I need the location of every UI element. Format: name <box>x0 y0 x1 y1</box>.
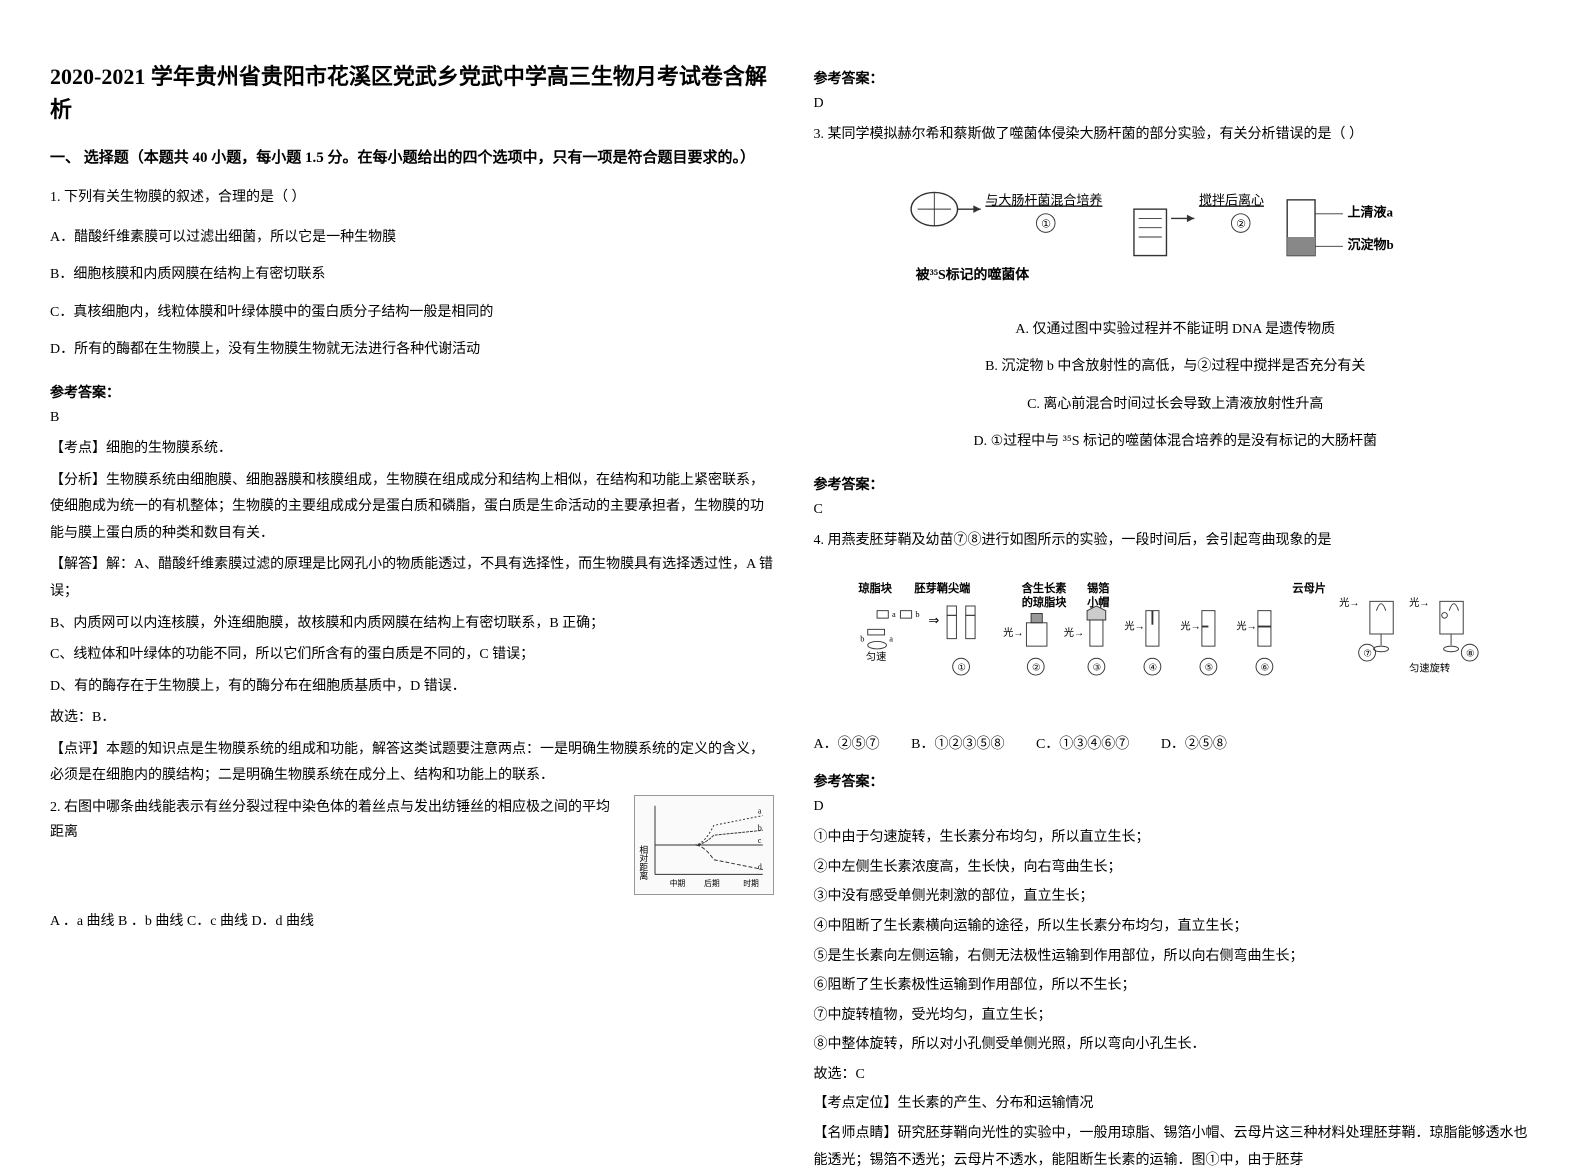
q3-option-a: A. 仅通过图中实验过程并不能证明 DNA 是遗传物质 <box>814 317 1538 342</box>
page-title: 2020-2021 学年贵州省贵阳市花溪区党武乡党武中学高三生物月考试卷含解析 <box>50 60 774 126</box>
svg-text:⑤: ⑤ <box>1204 664 1212 674</box>
q2-chart: 相对距离 a b c d 中期 后期 时期 <box>634 795 774 895</box>
q4-answer: D <box>814 799 1538 815</box>
q3-step1-label: 与大肠杆菌混合培养 <box>985 193 1102 208</box>
svg-text:⇒: ⇒ <box>928 613 939 628</box>
q4-answer-label: 参考答案： <box>814 771 1538 791</box>
q4-exp3: ③中没有感受单侧光刺激的部位，直立生长； <box>814 884 1538 911</box>
svg-text:b: b <box>915 610 919 619</box>
q3-answer-label: 参考答案： <box>814 474 1538 494</box>
svg-text:光→: 光→ <box>1124 619 1145 632</box>
q1-jieda-d: D、有的酶存在于生物膜上，有的酶分布在细胞质基质中，D 错误． <box>50 674 774 701</box>
q2-options: A ．a 曲线 B ．b 曲线 C．c 曲线 D．d 曲线 <box>50 910 774 930</box>
q1-jieda-a: 【解答】解：A、醋酸纤维素膜过滤的原理是比网孔小的物质能透过，不具有选择性，而生… <box>50 552 774 605</box>
svg-text:匀速: 匀速 <box>865 651 886 663</box>
svg-text:⑧: ⑧ <box>1466 650 1474 660</box>
svg-text:光→: 光→ <box>1409 596 1430 609</box>
svg-text:③: ③ <box>1092 664 1100 674</box>
q1-answer: B <box>50 410 774 426</box>
svg-text:云母片: 云母片 <box>1292 581 1326 595</box>
svg-text:c: c <box>757 836 761 845</box>
svg-text:b: b <box>757 823 761 832</box>
q3-output2-label: 沉淀物b <box>1347 237 1393 252</box>
q2-answer: D <box>814 96 1538 112</box>
q1-guxuan: 故选：B． <box>50 705 774 732</box>
q3-option-c: C. 离心前混合时间过长会导致上清液放射性升高 <box>814 392 1538 417</box>
q3-option-b: B. 沉淀物 b 中含放射性的高低，与②过程中搅拌是否充分有关 <box>814 354 1538 379</box>
svg-text:胚芽鞘尖端: 胚芽鞘尖端 <box>913 581 970 595</box>
svg-text:a: a <box>892 610 896 619</box>
q4-options: A．②⑤⑦ B．①②③⑤⑧ C．①③④⑥⑦ D．②⑤⑧ <box>814 733 1538 753</box>
question-4: 4. 用燕麦胚芽鞘及幼苗⑦⑧进行如图所示的实验，一段时间后，会引起弯曲现象的是 <box>814 528 1538 553</box>
q3-option-d: D. ①过程中与 ³⁵S 标记的噬菌体混合培养的是没有标记的大肠杆菌 <box>814 429 1538 454</box>
svg-text:含生长素: 含生长素 <box>1020 581 1066 595</box>
q4-diagram: 琼脂块 胚芽鞘尖端 含生长素 的琼脂块 锡箔 小帽 云母片 a b ⇒ b a … <box>814 578 1538 723</box>
svg-text:⑥: ⑥ <box>1260 664 1268 674</box>
q3-answer: C <box>814 502 1538 518</box>
svg-text:光→: 光→ <box>1063 626 1084 639</box>
svg-text:光→: 光→ <box>1339 596 1360 609</box>
svg-text:a: a <box>889 635 893 644</box>
svg-text:②: ② <box>1032 664 1040 674</box>
svg-text:中期: 中期 <box>669 878 685 888</box>
q4-exp7: ⑦中旋转植物，受光均匀，直立生长； <box>814 1003 1538 1030</box>
q4-option-a: A．②⑤⑦ <box>814 737 880 752</box>
svg-text:匀速旋转: 匀速旋转 <box>1409 661 1450 674</box>
q4-exp2: ②中左侧生长素浓度高，生长快，向右弯曲生长； <box>814 855 1538 882</box>
question-3: 3. 某同学模拟赫尔希和蔡斯做了噬菌体侵染大肠杆菌的部分实验，有关分析错误的是（… <box>814 122 1538 147</box>
svg-text:④: ④ <box>1148 664 1156 674</box>
svg-text:琼脂块: 琼脂块 <box>858 581 892 595</box>
q3-diagram: 与大肠杆菌混合培养 ① 搅拌后离心 ② 上清液a 沉淀物b 被³⁵S标记的噬菌体 <box>814 172 1538 307</box>
question-1: 1. 下列有关生物膜的叙述，合理的是（ ） <box>50 185 774 210</box>
q1-jieda-label: 【解答】解： <box>50 557 134 572</box>
q4-mingshi: 【名师点睛】研究胚芽鞘向光性的实验中，一般用琼脂、锡箔小帽、云母片这三种材料处理… <box>814 1121 1538 1174</box>
svg-text:锡箔: 锡箔 <box>1087 581 1109 595</box>
q3-output1-label: 上清液a <box>1347 205 1393 220</box>
question-2: 相对距离 a b c d 中期 后期 时期 2. 右图中哪条曲线能表示有丝分裂过… <box>50 795 774 895</box>
svg-text:a: a <box>757 807 761 816</box>
q1-answer-label: 参考答案： <box>50 382 774 402</box>
svg-text:光→: 光→ <box>1003 626 1024 639</box>
q1-jieda-b: B、内质网可以内连核膜，外连细胞膜，故核膜和内质网膜在结构上有密切联系，B 正确… <box>50 611 774 638</box>
chart-ylabel: 相对距离 <box>638 844 648 881</box>
svg-text:②: ② <box>1236 219 1246 231</box>
q4-guxuan: 故选：C <box>814 1062 1538 1089</box>
svg-text:⑦: ⑦ <box>1363 650 1371 660</box>
q1-kaodian: 【考点】细胞的生物膜系统． <box>50 436 774 463</box>
q4-exp4: ④中阻断了生长素横向运输的途径，所以生长素分布均匀，直立生长； <box>814 914 1538 941</box>
svg-text:的琼脂块: 的琼脂块 <box>1021 595 1067 609</box>
q4-option-b: B．①②③⑤⑧ <box>911 737 1004 752</box>
q1-option-b: B．细胞核膜和内质网膜在结构上有密切联系 <box>50 262 774 287</box>
section-header: 一、 选择题（本题共 40 小题，每小题 1.5 分。在每小题给出的四个选项中，… <box>50 146 774 170</box>
svg-text:后期: 后期 <box>704 878 720 888</box>
q4-option-d: D．②⑤⑧ <box>1161 737 1227 752</box>
q1-option-d: D．所有的酶都在生物膜上，没有生物膜生物就无法进行各种代谢活动 <box>50 337 774 362</box>
svg-text:d: d <box>757 863 761 872</box>
svg-text:b: b <box>860 635 864 644</box>
q3-step2-label: 搅拌后离心 <box>1198 193 1263 208</box>
svg-text:光→: 光→ <box>1236 619 1257 632</box>
svg-text:时期: 时期 <box>743 878 759 888</box>
q4-kaodian: 【考点定位】生长素的产生、分布和运输情况 <box>814 1091 1538 1118</box>
q4-exp6: ⑥阻断了生长素极性运输到作用部位，所以不生长； <box>814 973 1538 1000</box>
q1-dianping: 【点评】本题的知识点是生物膜系统的组成和功能，解答这类试题要注意两点：一是明确生… <box>50 737 774 790</box>
q2-answer-label: 参考答案： <box>814 68 1538 88</box>
q4-option-c: C．①③④⑥⑦ <box>1036 737 1129 752</box>
svg-text:光→: 光→ <box>1180 619 1201 632</box>
svg-text:①: ① <box>1041 219 1051 231</box>
q4-exp5: ⑤是生长素向左侧运输，右侧无法极性运输到作用部位，所以向右侧弯曲生长； <box>814 944 1538 971</box>
q1-fenxi: 【分析】生物膜系统由细胞膜、细胞器膜和核膜组成，生物膜在组成成分和结构上相似，在… <box>50 468 774 548</box>
q1-option-c: C．真核细胞内，线粒体膜和叶绿体膜中的蛋白质分子结构一般是相同的 <box>50 300 774 325</box>
q1-option-a: A．醋酸纤维素膜可以过滤出细菌，所以它是一种生物膜 <box>50 225 774 250</box>
q1-jieda-c: C、线粒体和叶绿体的功能不同，所以它们所含有的蛋白质是不同的，C 错误； <box>50 642 774 669</box>
q3-bottom-label: 被³⁵S标记的噬菌体 <box>915 266 1029 283</box>
q4-exp1: ①中由于匀速旋转，生长素分布均匀，所以直立生长； <box>814 825 1538 852</box>
q4-exp8: ⑧中整体旋转，所以对小孔侧受单侧光照，所以弯向小孔生长． <box>814 1032 1538 1059</box>
svg-text:①: ① <box>957 664 965 674</box>
